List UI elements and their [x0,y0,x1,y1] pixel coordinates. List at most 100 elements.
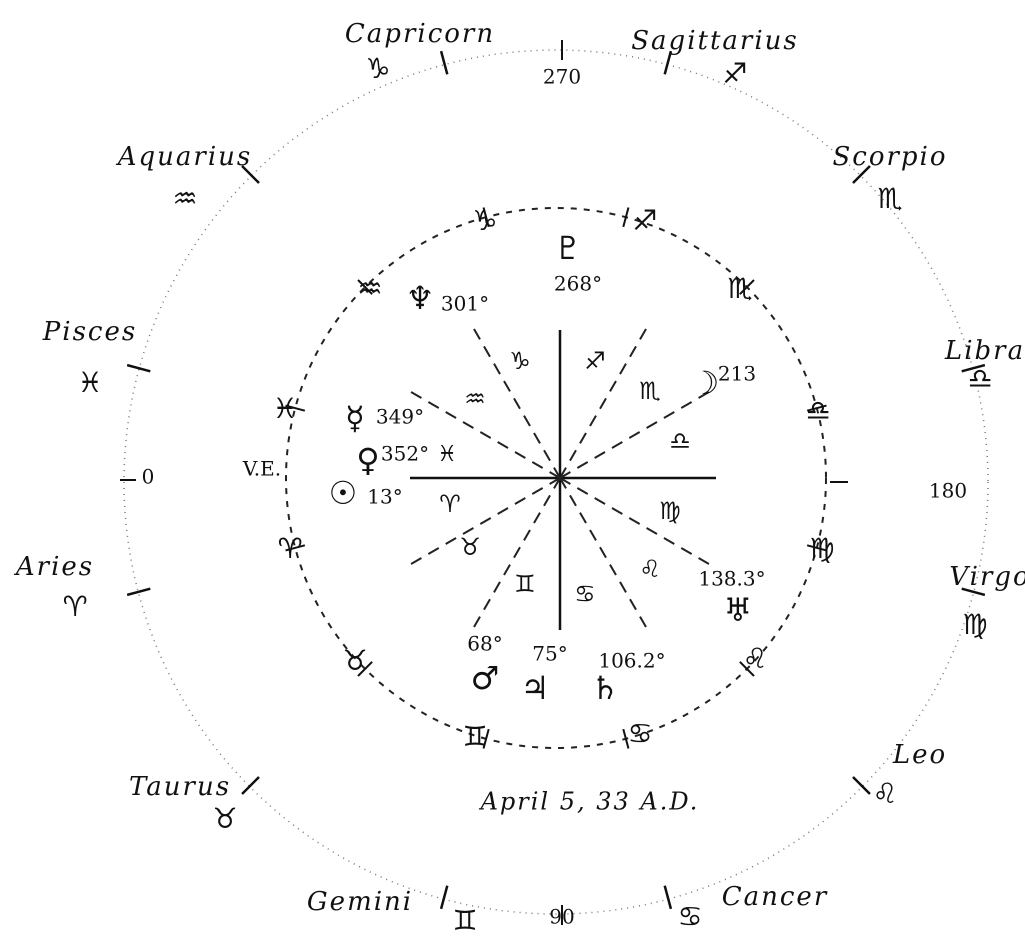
sign-name: Virgo [949,562,1025,592]
planet-sign: ♓ [437,442,457,467]
sign-glyph: ♌ [872,777,897,810]
inner-tick [357,279,373,295]
ring-glyph: ♐ [632,204,657,237]
inner-tick [482,207,490,228]
ring-glyph: ♎ [805,394,830,427]
planet-degree: 352° [381,442,429,466]
inner-tick [622,728,630,749]
sector-glyph: ♋ [574,580,596,608]
inner-tick [806,544,827,552]
sign-glyph: ♈ [62,590,87,623]
sign-glyph: ♊ [452,904,477,937]
inner-tick [285,544,306,552]
planet-glyph: ♅ [724,591,753,629]
sector-line [471,477,561,631]
inner-circle [285,207,827,749]
sign-name: Gemini [307,887,413,917]
planet-glyph: ♃ [521,669,550,707]
ring-glyph: ♒ [357,272,382,305]
sector-glyph: ♍ [659,497,681,525]
sign-glyph: ♍ [962,608,987,641]
sector-line [407,389,561,479]
sign-name: Capricorn [345,19,495,49]
outer-tick [126,363,151,373]
planet-degree: 349° [376,405,424,429]
outer-tick [439,885,449,910]
sign-name: Pisces [42,317,137,347]
date: April 5, 33 A.D. [479,788,700,816]
outer-tick [126,587,151,597]
inner-tick [285,404,306,412]
sign-name: Leo [892,740,947,770]
planet-glyph: ♄ [591,669,620,707]
outer-tick [663,50,673,75]
outer-tick [961,587,986,597]
outer-tick [852,165,871,184]
planet-degree: 68° [467,632,502,656]
outer-tick [439,50,449,75]
planet-glyph: ☉ [329,474,358,512]
sign-name: Cancer [722,882,829,912]
sign-name: Sagittarius [631,26,799,56]
sign-glyph: ♓ [77,366,102,399]
sign-glyph: ♉ [212,802,237,835]
sign-name: Libra [944,336,1025,366]
ring-glyph: ♈ [277,532,302,565]
sector-line [471,325,561,479]
ring-glyph: ♍ [809,532,834,565]
sign-glyph: ♐ [722,57,747,90]
inner-tick [806,404,827,412]
sign-name: Scorpio [832,142,947,172]
sign-name: Taurus [129,772,231,802]
sector-glyph: ♏ [639,377,661,405]
outer-tick [241,165,260,184]
sign-name: Aquarius [116,142,253,172]
sector-line [559,477,713,567]
planet-glyph: ☿ [345,399,365,437]
sector-glyph: ♈ [439,490,461,518]
ring-glyph: ♓ [272,392,297,425]
planet-degree: 138.3° [698,567,765,591]
planet-degree: 213 [718,362,756,386]
sector-glyph: ♒ [464,385,486,413]
outer-circle [123,49,989,915]
labels: Capricorn♑Sagittarius♐Scorpio♏Libra♎Virg… [14,19,1025,937]
decoration [120,40,986,925]
sign-glyph: ♑ [365,52,390,85]
axis-degree: 180 [929,479,967,503]
axis-degree: 90 [549,905,574,929]
inner-tick [739,661,755,677]
sector-line [559,477,649,631]
planet-degree: 301° [441,292,489,316]
ring-glyph: ♌ [742,642,767,675]
sector-line [407,477,561,567]
planet-degree: 268° [554,272,602,296]
ring-glyph: ♏ [727,272,752,305]
planet-glyph: ♇ [554,229,583,267]
axis-degree: 0 [142,465,155,489]
inner-tick [482,728,490,749]
sector-line [559,389,713,479]
ring-glyph: ♊ [462,720,487,753]
ring-glyph: ♑ [472,204,497,237]
axis-degree: 270 [543,65,581,89]
sign-glyph: ♒ [172,182,197,215]
sector-glyph: ♐ [584,347,606,375]
planet-glyph: ♆ [406,279,435,317]
ring-glyph: ♋ [627,717,652,750]
planet-glyph: ♂ [471,659,500,697]
inner-tick [357,661,373,677]
vernal-equinox: V.E. [242,457,281,481]
outer-tick [241,776,260,795]
planet-degree: 106.2° [598,649,665,673]
outer-tick [663,885,673,910]
planet-degree: 75° [532,642,567,666]
outer-tick [852,776,871,795]
outer-tick [961,363,986,373]
sign-glyph: ♏ [877,182,902,215]
sector-glyph: ♎ [669,427,691,455]
sign-name: Aries [14,552,94,582]
inner-tick [739,279,755,295]
sector-line [559,325,649,479]
